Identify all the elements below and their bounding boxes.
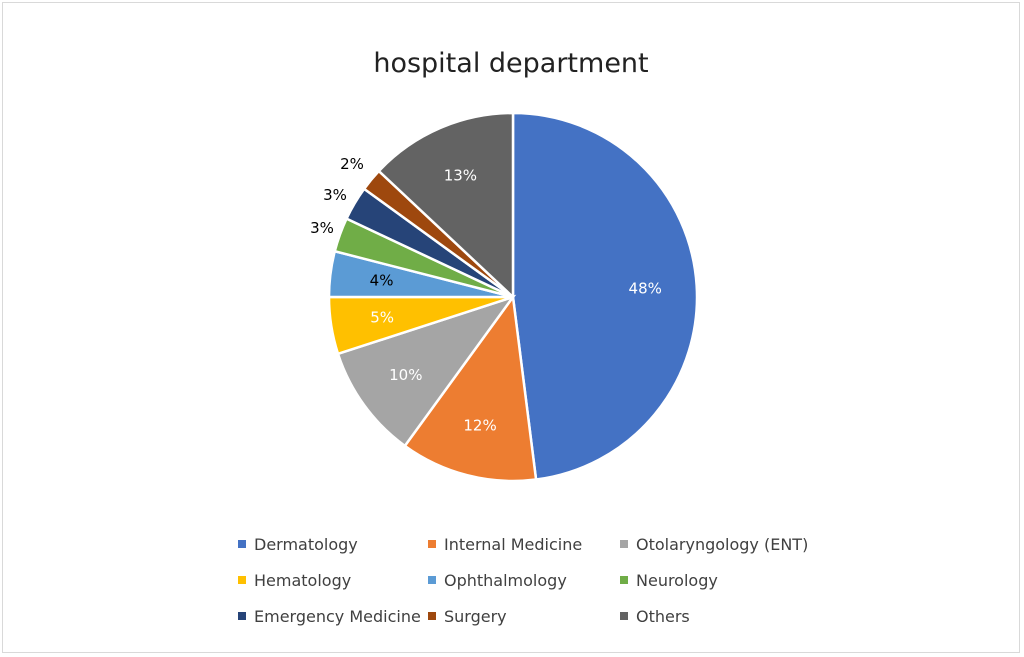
pie-slice-dermatology	[511, 111, 699, 481]
data-label-others: 13%	[444, 166, 477, 184]
data-label-otolaryngology-ent: 10%	[389, 366, 422, 384]
data-label-surgery: 2%	[340, 155, 364, 173]
chart-title: hospital department	[373, 48, 649, 79]
data-label-internal-medicine: 12%	[463, 416, 496, 434]
pie-slice-others	[377, 111, 515, 300]
data-label-dermatology: 48%	[629, 280, 662, 298]
data-label-emergency-medicine: 3%	[323, 186, 347, 204]
data-label-hematology: 5%	[370, 309, 394, 327]
data-label-ophthalmology: 4%	[370, 271, 394, 289]
pie-slice-internal-medicine	[403, 293, 538, 483]
pie-slice-otolaryngology-ent	[336, 294, 517, 448]
data-label-neurology: 3%	[310, 219, 334, 237]
